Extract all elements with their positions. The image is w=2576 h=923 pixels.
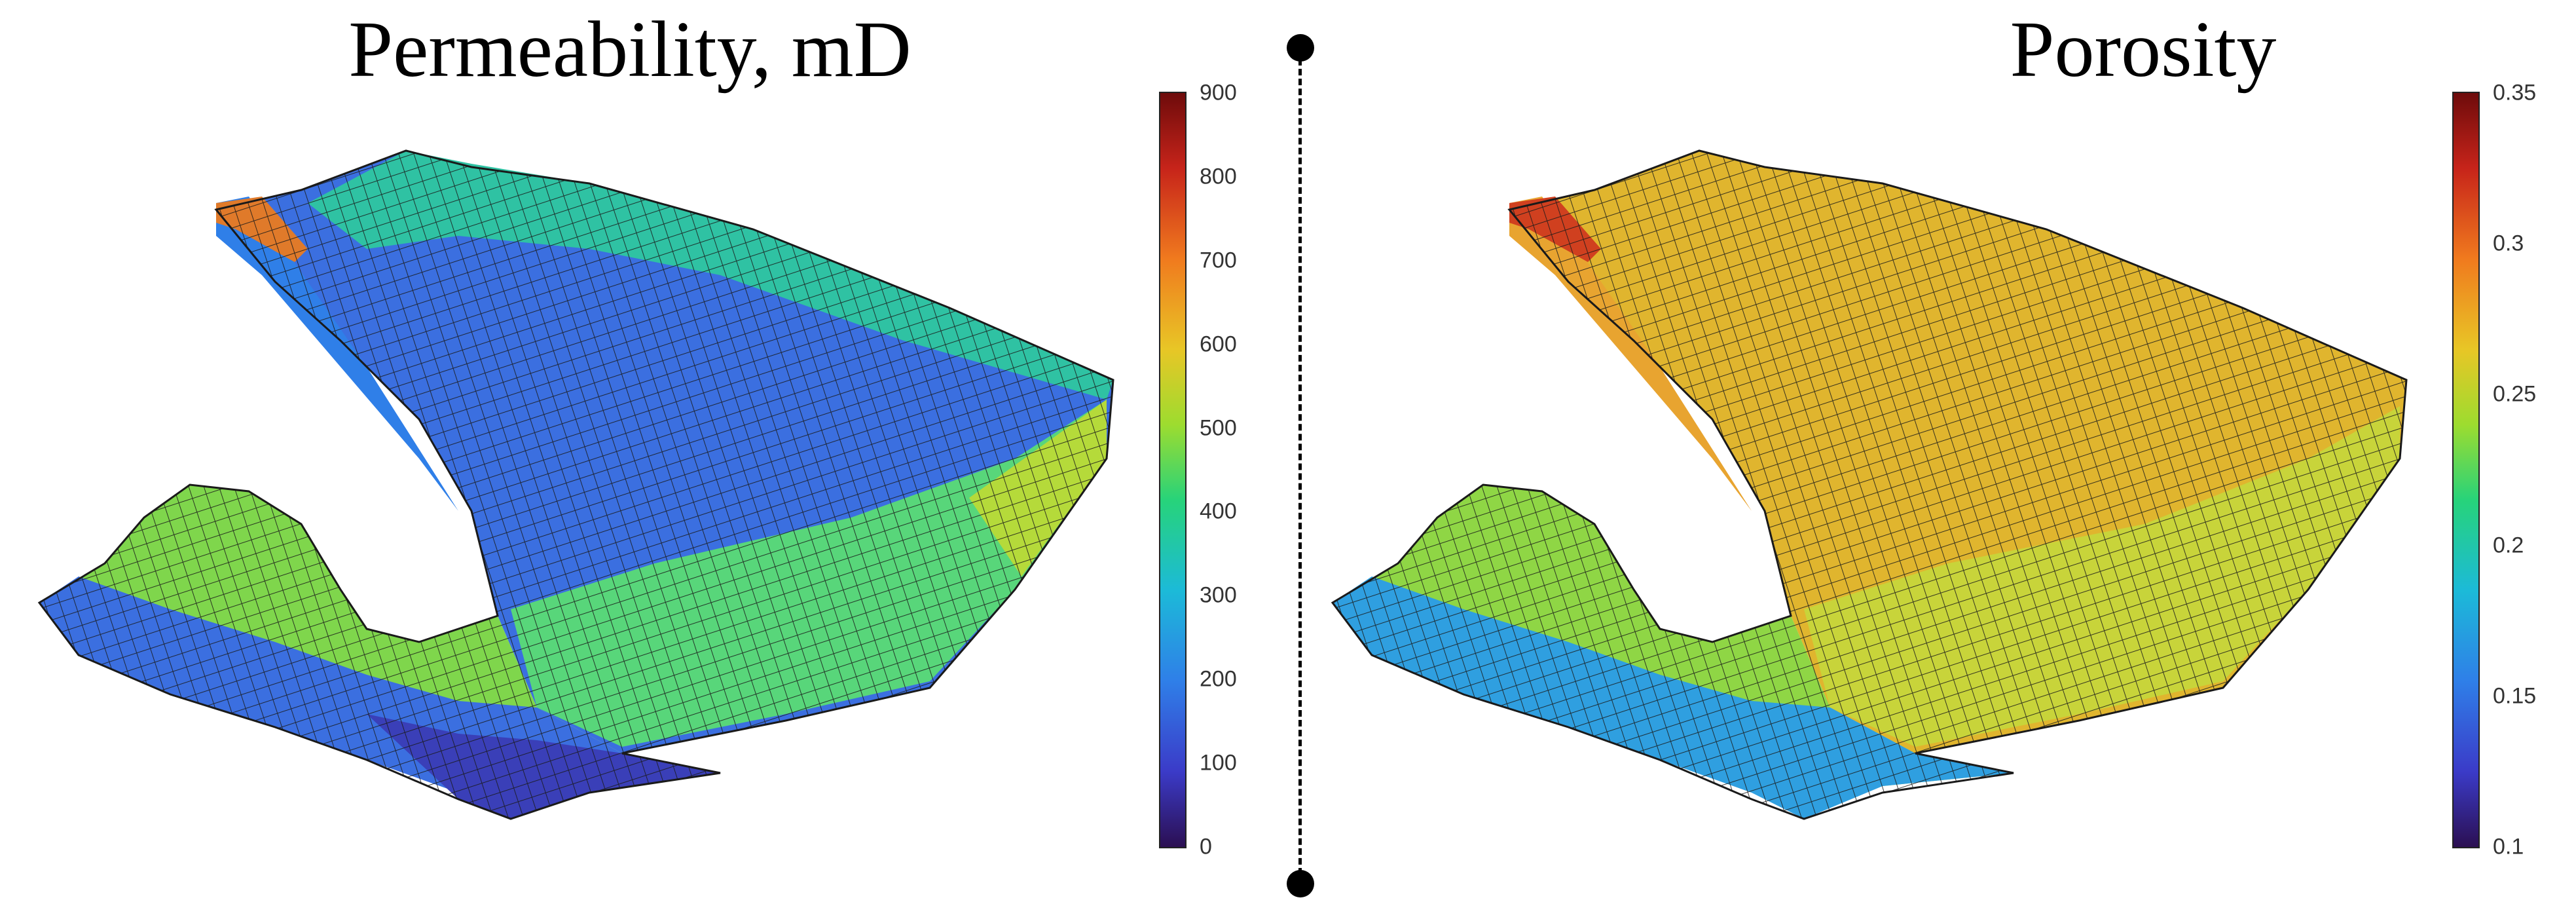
- panel-divider: [1298, 49, 1302, 884]
- porosity-colorbar: 0.35 0.3 0.25 0.2 0.15 0.1: [2452, 81, 2536, 859]
- divider-bottom-dot: [1287, 870, 1314, 897]
- porosity-panel: Porosity 0.35 0.3 0.25 0.2 0.15 0.1: [1293, 0, 2576, 923]
- perm-tick: 600: [1200, 331, 1237, 357]
- poro-tick: 0.25: [2493, 381, 2537, 407]
- surface-mesh: [37, 149, 1114, 820]
- perm-tick: 100: [1200, 750, 1237, 776]
- permeability-surface: [37, 149, 1114, 820]
- perm-tick: 700: [1200, 248, 1237, 273]
- perm-tick: 0: [1200, 834, 1212, 859]
- porosity-title: Porosity: [2010, 5, 2277, 94]
- perm-tick: 500: [1200, 415, 1237, 440]
- poro-tick: 0.1: [2493, 834, 2524, 859]
- permeability-panel: Permeability, mD 900 800: [0, 0, 1283, 923]
- perm-tick: 300: [1200, 582, 1237, 608]
- permeability-colorbar: 900 800 700 600 500 400 300 200 100 0: [1159, 81, 1237, 859]
- poro-tick: 0.2: [2493, 533, 2524, 558]
- porosity-surface: [1331, 149, 2408, 820]
- divider-top-dot: [1287, 34, 1314, 62]
- poro-tick: 0.35: [2493, 80, 2537, 105]
- poro-tick: 0.3: [2493, 231, 2524, 256]
- perm-tick: 800: [1200, 164, 1237, 189]
- perm-tick: 400: [1200, 499, 1237, 524]
- perm-tick: 200: [1200, 666, 1237, 692]
- permeability-title: Permeability, mD: [348, 5, 911, 94]
- surface-mesh: [1331, 149, 2408, 820]
- perm-tick: 900: [1200, 80, 1237, 105]
- poro-tick: 0.15: [2493, 683, 2537, 709]
